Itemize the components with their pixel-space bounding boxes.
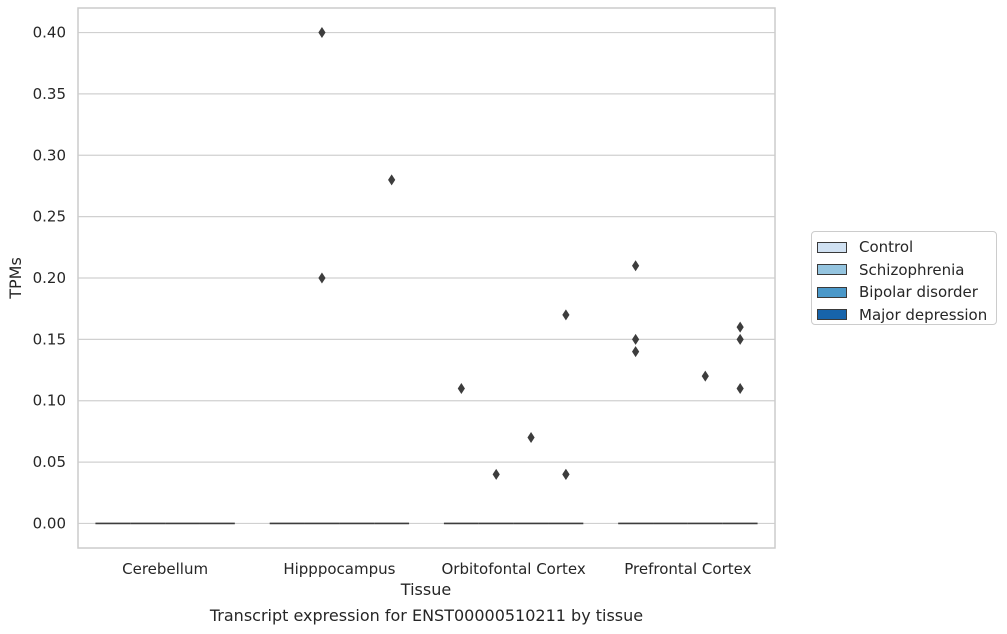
x-tick-label: Cerebellum [122,560,208,578]
outlier-point [562,468,570,480]
outlier-point [701,370,709,382]
y-tick-label: 0.25 [33,208,66,226]
y-tick-labels: 0.00 0.05 0.10 0.15 0.20 0.25 0.30 0.35 0.40 [33,24,66,533]
x-tick-label: Orbitofontal Cortex [442,560,586,578]
outlier-point [736,321,744,333]
outlier-point [527,432,535,444]
y-tick-label: 0.35 [33,85,66,103]
outlier-point [632,346,640,358]
outlier-point [388,174,396,186]
chart-caption: Transcript expression for ENST0000051021… [209,606,644,625]
chart: 0.00 0.05 0.10 0.15 0.20 0.25 0.30 0.35 0.40 Cer… [6,7,776,599]
x-tick-label: Hipppocampus [283,560,395,578]
outlier-point [318,272,326,284]
legend-item: Schizophrenia [817,259,996,282]
y-tick-label: 0.40 [33,24,66,42]
y-tick-label: 0.00 [33,514,66,532]
y-tick-label: 0.10 [33,392,66,410]
y-tick-label: 0.30 [33,146,66,164]
legend-item: Control [817,236,996,259]
outlier-point [457,382,465,394]
legend-label: Major depression [859,305,988,324]
grid-lines [78,31,775,525]
legend-item: Major depression [817,304,996,327]
plot-frame [77,7,776,549]
outlier-point [562,309,570,321]
legend-label: Schizophrenia [859,260,965,279]
legend-item: Bipolar disorder [817,281,996,304]
outlier-point [318,27,326,39]
legend-swatch [817,241,847,253]
outlier-point [632,333,640,345]
y-tick-label: 0.20 [33,269,66,287]
legend-swatch [817,264,847,276]
legend: Control Schizophrenia Bipolar disorder Majo… [811,231,997,325]
outlier-point [736,333,744,345]
outlier-point [632,260,640,272]
x-axis-title: Tissue [400,580,451,599]
x-tick-label: Prefrontal Cortex [624,560,751,578]
legend-swatch [817,286,847,298]
legend-label: Control [859,238,914,257]
outlier-point [492,468,500,480]
outlier-points [318,27,744,480]
y-tick-label: 0.15 [33,330,66,348]
y-tick-label: 0.05 [33,453,66,471]
legend-label: Bipolar disorder [859,283,978,302]
y-axis-title: TPMs [6,257,25,300]
legend-swatch [817,309,847,321]
x-tick-labels: Cerebellum Hipppocampus Orbitofontal Corte… [122,560,751,578]
outlier-point [736,382,744,394]
